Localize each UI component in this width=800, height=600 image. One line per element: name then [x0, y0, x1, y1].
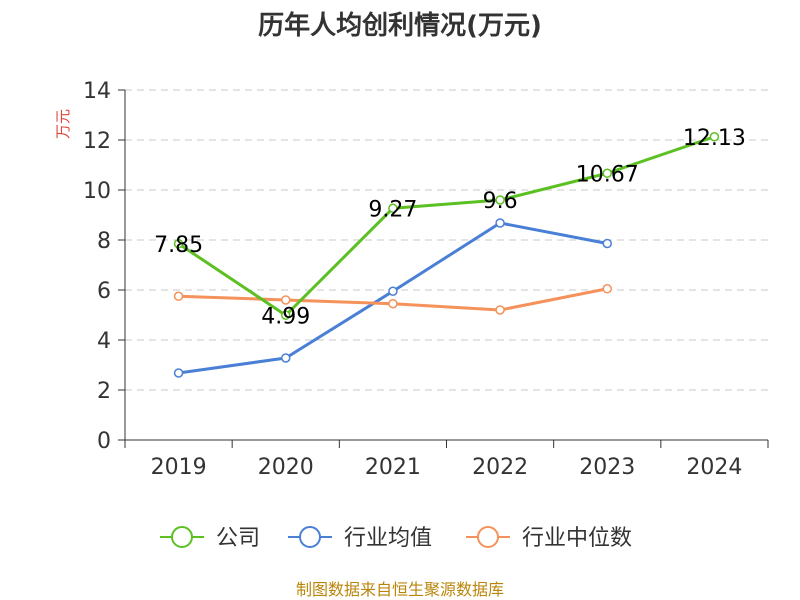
- series-line-0: [177, 135, 715, 317]
- data-point: [388, 203, 398, 213]
- legend-marker: [171, 526, 193, 548]
- data-point: [173, 291, 184, 301]
- legend-item[interactable]: 行业均值: [288, 526, 432, 551]
- y-tick-label: 10: [83, 179, 111, 204]
- legend-label: 行业中位数: [522, 526, 632, 551]
- data-point: [281, 353, 291, 363]
- y-tick-label: 14: [83, 79, 111, 104]
- data-point: [602, 284, 612, 294]
- data-label: 10.67: [576, 162, 639, 187]
- data-point: [602, 238, 612, 249]
- axes: 0 2 4 6 8 10 12 14 2019 2020 2021 2022 2023 2024: [83, 79, 769, 480]
- source-note: 制图数据来自恒生聚源数据库: [296, 580, 504, 599]
- data-point: [495, 305, 505, 315]
- x-tick-label: 2024: [686, 455, 742, 480]
- y-tick-label: 0: [97, 429, 111, 454]
- x-tick-label: 2019: [151, 455, 207, 480]
- grid-lines: [125, 89, 768, 391]
- data-point: [709, 132, 720, 142]
- chart-title: 历年人均创利情况(万元): [258, 10, 542, 41]
- legend-label: 公司: [216, 526, 260, 551]
- y-axis-label: 万元: [54, 109, 72, 139]
- data-point: [173, 368, 184, 378]
- data-point: [495, 195, 505, 205]
- data-label: 9.6: [483, 189, 518, 214]
- data-point: [281, 310, 291, 320]
- data-point: [388, 286, 398, 296]
- data-point: [281, 295, 291, 305]
- data-point: [602, 168, 612, 178]
- data-label: 9.27: [368, 197, 417, 222]
- data-label: 12.13: [683, 126, 746, 151]
- legend-marker: [477, 526, 499, 548]
- data-labels: 7.85 4.99 9.27 9.6 10.67 12.13: [154, 126, 746, 330]
- data-point: [495, 218, 505, 228]
- legend-item[interactable]: 公司: [160, 526, 260, 551]
- data-point: [173, 239, 184, 249]
- x-tick-label: 2020: [258, 455, 314, 480]
- legend-marker: [299, 526, 321, 548]
- series-group: [173, 132, 720, 378]
- data-label: 4.99: [261, 304, 310, 329]
- y-tick-label: 2: [97, 379, 111, 404]
- x-tick-label: 2023: [579, 455, 635, 480]
- y-tick-label: 4: [97, 329, 111, 354]
- y-tick-label: 12: [83, 129, 111, 154]
- x-tick-label: 2021: [365, 455, 421, 480]
- legend[interactable]: 公司 行业均值 行业中位数: [160, 526, 632, 551]
- y-tick-label: 8: [97, 229, 111, 254]
- data-point: [388, 299, 398, 309]
- legend-item[interactable]: 行业中位数: [466, 526, 632, 551]
- data-label: 7.85: [154, 233, 203, 258]
- y-tick-label: 6: [97, 279, 111, 304]
- legend-label: 行业均值: [344, 526, 432, 551]
- x-tick-label: 2022: [472, 455, 528, 480]
